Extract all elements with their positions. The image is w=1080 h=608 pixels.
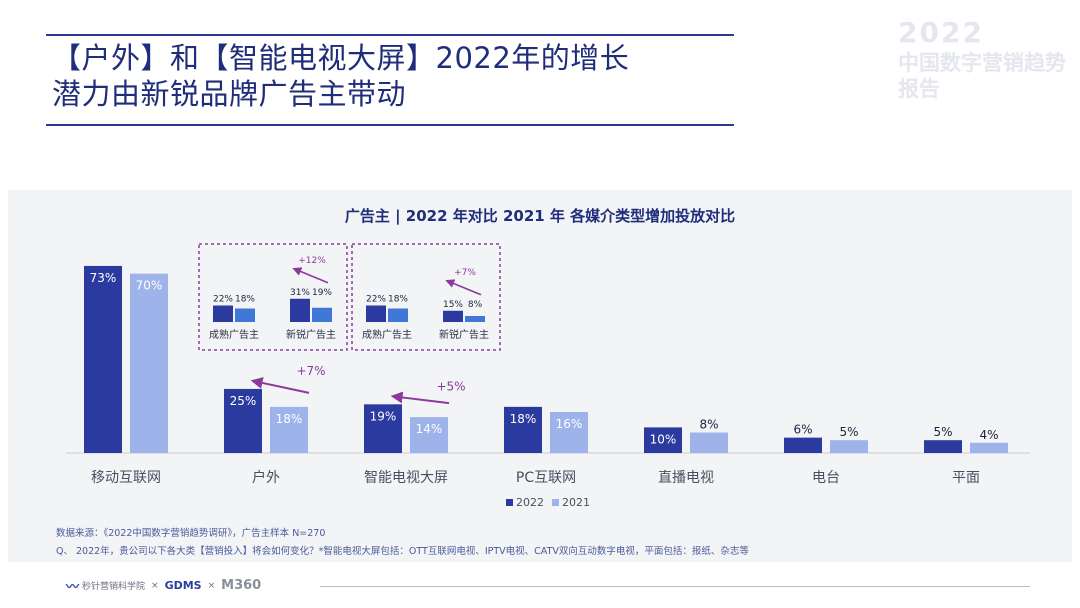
data-label-2022: 10% — [650, 432, 677, 446]
inset-growth-label: +7% — [454, 268, 476, 278]
growth-arrow — [250, 377, 310, 394]
data-label-2021: 8% — [699, 418, 718, 432]
data-label-2022: 73% — [90, 271, 117, 285]
growth-label: +7% — [296, 364, 325, 378]
data-label-2021: 70% — [136, 279, 163, 293]
footer-divider — [320, 586, 1030, 587]
inset-label-2022: 31% — [290, 288, 310, 298]
bar-2021 — [270, 406, 308, 453]
source-note: 数据来源：《2022中国数字营销趋势调研》，广告主样本 N=270 — [56, 527, 325, 539]
data-label-2022: 18% — [510, 412, 537, 426]
data-label-2021: 4% — [979, 428, 998, 442]
miaozhen-logo-icon: 〰 — [66, 580, 80, 595]
category-label: 移动互联网 — [91, 470, 161, 486]
inset-bar-2022 — [290, 298, 310, 322]
watermark-text: 中国数字营销趋势报告 — [898, 51, 1066, 101]
inset-bar-2021 — [312, 307, 332, 322]
inset-category-label: 新锐广告主 — [439, 328, 489, 341]
inset-growth-arrow — [292, 267, 329, 284]
inset-bar-2022 — [366, 305, 386, 322]
category-label: 户外 — [252, 469, 280, 486]
page-title-line1: 【户外】和【智能电视大屏】2022年的增长 — [52, 41, 630, 75]
logo-miaozhen-text: 秒针营销科学院 — [82, 582, 146, 592]
data-label-2022: 6% — [793, 423, 812, 437]
inset-bar-2021 — [465, 316, 485, 322]
data-label-2022: 19% — [370, 409, 397, 423]
chart-panel: 广告主 | 2022 年对比 2021 年 各媒介类型增加投放对比 73% 70% 移… — [8, 190, 1072, 562]
legend-label-2022: 2022 — [516, 496, 544, 509]
inset-box — [198, 243, 348, 351]
bar-2022 — [224, 388, 262, 453]
inset-label-2022: 22% — [366, 295, 386, 305]
watermark-year: 2022 — [898, 16, 984, 49]
bar-2021 — [690, 432, 728, 453]
inset-label-2021: 18% — [235, 295, 255, 305]
inset-category-label: 成熟广告主 — [209, 328, 259, 341]
data-label-2021: 14% — [416, 422, 443, 436]
title-top-rule — [46, 34, 734, 36]
logo-m360: M360 — [221, 578, 262, 593]
bar-2021 — [550, 412, 588, 453]
category-label: PC互联网 — [516, 470, 576, 486]
bar-2022 — [784, 437, 822, 453]
category-label: 平面 — [952, 470, 980, 486]
category-label: 直播电视 — [658, 469, 714, 486]
title-bottom-rule — [46, 124, 734, 126]
inset-bar-2021 — [388, 308, 408, 322]
category-label: 电台 — [812, 470, 840, 486]
bar-2021 — [830, 440, 868, 453]
bar-2021 — [130, 273, 168, 453]
inset-category-label: 新锐广告主 — [286, 328, 336, 341]
data-label-2021: 18% — [276, 412, 303, 426]
inset-label-2022: 22% — [213, 295, 233, 305]
growth-arrow — [390, 391, 450, 405]
logo-separator-1: × — [151, 580, 159, 591]
inset-label-2021: 8% — [468, 300, 483, 310]
bar-2022 — [84, 265, 122, 453]
bar-2022 — [504, 406, 542, 453]
legend-swatch-2021 — [552, 499, 559, 506]
logo-gdms: GDMS — [164, 579, 202, 592]
inset-label-2021: 18% — [388, 295, 408, 305]
inset-bar-2022 — [443, 310, 463, 322]
bar-2021 — [970, 442, 1008, 453]
inset-label-2022: 15% — [443, 300, 463, 310]
data-label-2021: 16% — [556, 417, 583, 431]
inset-category-label: 成熟广告主 — [362, 328, 412, 341]
page-title: 【户外】和【智能电视大屏】2022年的增长 潜力由新锐品牌广告主带动 — [52, 40, 629, 112]
footer-logos: 〰 秒针营销科学院 × GDMS × M360 — [66, 576, 267, 595]
chart-title: 广告主 | 2022 年对比 2021 年 各媒介类型增加投放对比 — [345, 207, 735, 226]
bar-2022 — [924, 440, 962, 453]
question-note: Q、 2022年，贵公司以下各大类【营销投入】将会如何变化？*智能电视大屏包括：… — [56, 545, 749, 557]
growth-label: +5% — [436, 379, 465, 393]
inset-bar-2021 — [235, 308, 255, 322]
bar-chart: 广告主 | 2022 年对比 2021 年 各媒介类型增加投放对比 73% 70% 移… — [56, 207, 1030, 557]
inset-bar-2022 — [213, 305, 233, 322]
logo-separator-2: × — [207, 580, 216, 591]
bar-2022 — [644, 427, 682, 453]
page-title-line2: 潜力由新锐品牌广告主带动 — [52, 77, 407, 111]
data-label-2021: 5% — [839, 425, 858, 439]
data-label-2022: 25% — [230, 394, 257, 408]
inset-growth-arrow — [445, 279, 482, 296]
data-label-2022: 5% — [933, 425, 952, 439]
category-label: 智能电视大屏 — [364, 470, 448, 486]
inset-label-2021: 19% — [312, 288, 332, 298]
inset-box — [351, 243, 501, 351]
bar-2021 — [410, 417, 448, 453]
legend-label-2021: 2021 — [562, 496, 590, 509]
legend-swatch-2022 — [506, 499, 513, 506]
logo-miaozhen: 〰 秒针营销科学院 — [66, 576, 145, 595]
report-watermark: 2022 中国数字营销趋势报告 — [898, 16, 1068, 102]
inset-growth-label: +12% — [298, 256, 326, 266]
bar-2022 — [364, 404, 402, 453]
